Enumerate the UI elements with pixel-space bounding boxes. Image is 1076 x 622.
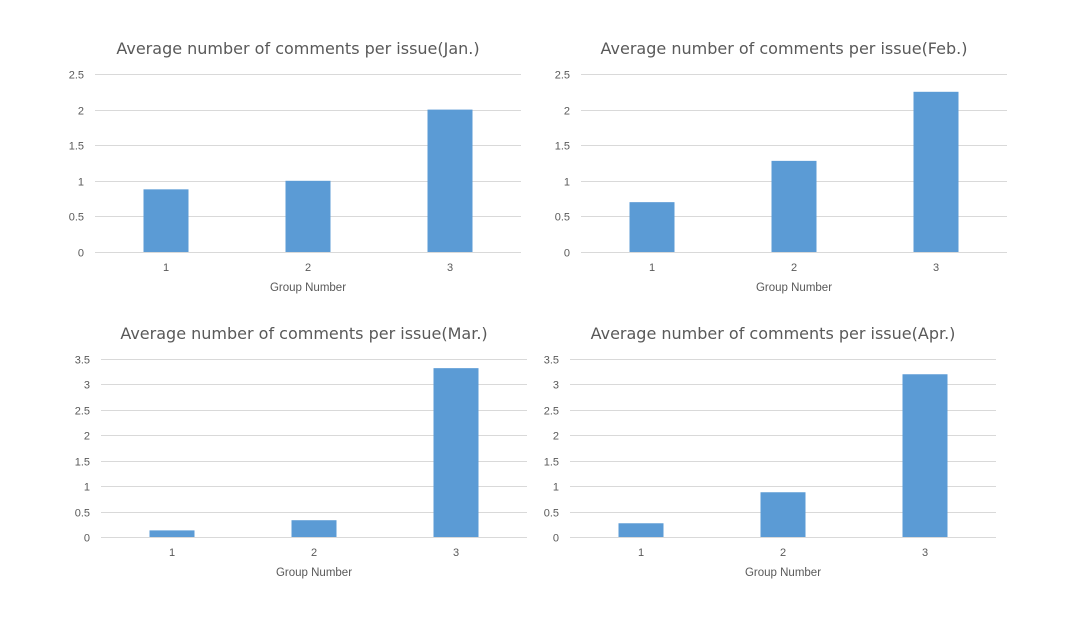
x-tick-label: 2	[780, 547, 786, 559]
y-tick-label: 0	[78, 248, 84, 260]
y-tick-label: 1.5	[69, 141, 84, 153]
y-tick-label: 1	[553, 482, 559, 494]
y-tick-label: 2	[84, 431, 90, 443]
y-tick-label: 0.5	[544, 508, 559, 520]
bar-group-1	[149, 530, 195, 537]
y-tick-label: 1	[84, 482, 90, 494]
chart-panel-4: Average number of comments per issue(Apr…	[544, 324, 996, 579]
x-tick-label: 3	[453, 547, 459, 559]
y-tick-label: 3	[553, 380, 559, 392]
chart-title: Average number of comments per issue(Jan…	[116, 39, 479, 58]
y-tick-label: 0.5	[75, 508, 90, 520]
y-tick-label: 1	[564, 177, 570, 189]
x-tick-label: 2	[305, 262, 311, 274]
bar-group-2	[771, 160, 817, 252]
x-tick-label: 2	[311, 547, 317, 559]
bar-group-1	[629, 202, 675, 252]
y-tick-label: 1.5	[544, 457, 559, 469]
bar-group-2	[291, 520, 337, 537]
chart-title: Average number of comments per issue(Feb…	[601, 39, 968, 58]
y-tick-label: 0	[564, 248, 570, 260]
chart-panel-1: Average number of comments per issue(Jan…	[69, 39, 521, 294]
bar-group-3	[427, 109, 473, 252]
x-tick-label: 1	[169, 547, 175, 559]
x-tick-label: 1	[163, 262, 169, 274]
x-axis-label: Group Number	[270, 282, 346, 294]
bar-group-2	[760, 492, 806, 537]
x-axis-label: Group Number	[745, 567, 821, 579]
chart-panel-2: Average number of comments per issue(Feb…	[555, 39, 1007, 294]
y-tick-label: 0	[553, 533, 559, 545]
x-axis-label: Group Number	[276, 567, 352, 579]
x-tick-label: 3	[933, 262, 939, 274]
y-tick-label: 2.5	[544, 406, 559, 418]
y-tick-label: 2.5	[69, 70, 84, 82]
x-tick-label: 1	[638, 547, 644, 559]
chart-title: Average number of comments per issue(Apr…	[591, 324, 956, 343]
chart-title: Average number of comments per issue(Mar…	[120, 324, 487, 343]
y-tick-label: 1.5	[555, 141, 570, 153]
chart-panel-3: Average number of comments per issue(Mar…	[75, 324, 527, 579]
x-tick-label: 1	[649, 262, 655, 274]
y-tick-label: 3.5	[544, 355, 559, 367]
y-tick-label: 0	[84, 533, 90, 545]
bar-group-3	[913, 91, 959, 252]
y-tick-label: 2.5	[555, 70, 570, 82]
bar-group-3	[902, 374, 948, 537]
y-tick-label: 1.5	[75, 457, 90, 469]
x-tick-label: 3	[922, 547, 928, 559]
y-tick-label: 2	[78, 106, 84, 118]
y-tick-label: 0.5	[69, 212, 84, 224]
bar-group-2	[285, 180, 331, 252]
bar-group-1	[618, 523, 664, 537]
x-tick-label: 3	[447, 262, 453, 274]
bar-group-1	[143, 189, 189, 252]
x-tick-label: 2	[791, 262, 797, 274]
y-tick-label: 0.5	[555, 212, 570, 224]
y-tick-label: 2.5	[75, 406, 90, 418]
y-tick-label: 3.5	[75, 355, 90, 367]
y-tick-label: 1	[78, 177, 84, 189]
x-axis-label: Group Number	[756, 282, 832, 294]
y-tick-label: 2	[553, 431, 559, 443]
y-tick-label: 2	[564, 106, 570, 118]
y-tick-label: 3	[84, 380, 90, 392]
bar-group-3	[433, 368, 479, 537]
